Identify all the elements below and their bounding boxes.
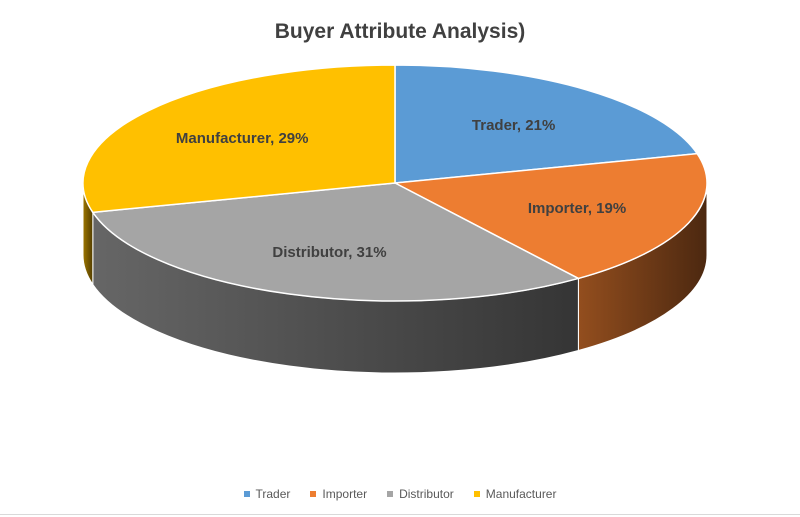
pie-slices	[82, 64, 708, 302]
legend-item-trader: Trader	[243, 487, 291, 501]
legend-item-importer: Importer	[310, 487, 367, 501]
data-labels: Trader, 21% Importer, 19% Distributor, 31%…	[176, 117, 626, 261]
legend-swatch	[310, 491, 317, 497]
pie-slice-distributor	[91, 182, 581, 302]
pie-slice-manufacturer	[82, 64, 396, 214]
legend-swatch	[387, 491, 394, 497]
data-label-manufacturer: Manufacturer, 29%	[176, 130, 309, 147]
legend-swatch	[243, 491, 250, 497]
legend-item-distributor: Distributor	[387, 487, 454, 501]
legend: Trader Importer Distributor Manufacturer	[0, 487, 800, 501]
pie-slice-importer	[392, 152, 708, 280]
pie-slice-trader	[394, 64, 699, 184]
chart-title: Buyer Attribute Analysis)	[274, 20, 526, 43]
bottom-divider	[0, 514, 800, 515]
legend-label: Manufacturer	[485, 487, 557, 501]
legend-label: Importer	[322, 487, 368, 501]
data-label-distributor: Distributor, 31%	[272, 244, 386, 261]
legend-swatch	[473, 491, 480, 497]
legend-label: Trader	[255, 487, 291, 501]
data-label-trader: Trader, 21%	[472, 117, 555, 134]
data-label-importer: Importer, 19%	[528, 200, 626, 217]
legend-label: Distributor	[399, 487, 454, 501]
legend-item-manufacturer: Manufacturer	[473, 487, 557, 501]
